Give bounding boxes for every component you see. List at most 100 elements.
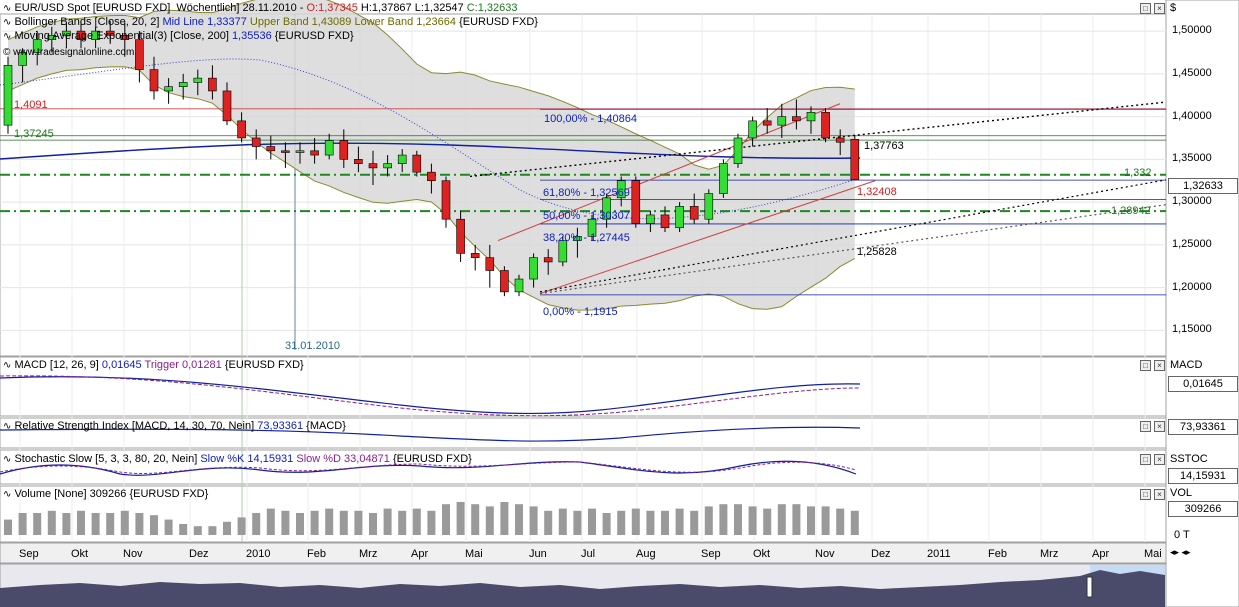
volume-bar bbox=[485, 506, 494, 535]
candle-body bbox=[266, 146, 276, 152]
pane-maximize-icon[interactable]: □ bbox=[1140, 360, 1151, 371]
candle-body bbox=[821, 112, 830, 139]
legend-stoch-d: Slow %D 33,04871 bbox=[293, 453, 390, 465]
candle-body bbox=[237, 120, 246, 139]
level-1332-label: 1,332 bbox=[1124, 167, 1152, 179]
candle-body bbox=[368, 163, 378, 169]
price-tick-label: 1,45000 bbox=[1172, 66, 1212, 79]
pane-close-icon[interactable]: × bbox=[1154, 421, 1165, 432]
volume-bar bbox=[558, 508, 567, 535]
candle-body bbox=[689, 206, 699, 220]
candle-body bbox=[91, 30, 100, 40]
volume-bar bbox=[339, 510, 348, 535]
volume-bar bbox=[748, 506, 757, 535]
volume-bar bbox=[354, 510, 363, 535]
volume-bar bbox=[208, 526, 217, 535]
legend-macd-name: MACD [12, 26, 9] bbox=[14, 359, 102, 371]
price-currency: $ bbox=[1170, 2, 1177, 14]
volume-bar bbox=[821, 506, 830, 535]
pane-close-icon[interactable]: × bbox=[1154, 360, 1165, 371]
pane-maximize-icon[interactable]: □ bbox=[1140, 3, 1151, 14]
fib-50-label: 50,00% - 1,30307 bbox=[543, 210, 630, 222]
time-tick-label: Aug bbox=[636, 548, 656, 560]
candle-body bbox=[850, 139, 860, 180]
volume-bar bbox=[150, 515, 158, 535]
volume-bar bbox=[456, 502, 465, 535]
rsi-line bbox=[0, 426, 861, 442]
navigator-handle[interactable] bbox=[1086, 576, 1093, 598]
candle-body bbox=[120, 35, 130, 40]
volume-bar bbox=[617, 510, 626, 535]
legend-open: O:1,37345 bbox=[306, 2, 358, 14]
time-scroll-icon[interactable]: ◂▸ ◂▸ bbox=[1170, 547, 1191, 557]
volume-bar bbox=[310, 510, 319, 535]
time-tick-label: Feb bbox=[307, 548, 326, 560]
level-125828-label: 1,25828 bbox=[857, 246, 897, 258]
volume-bar bbox=[193, 526, 202, 535]
volume-bar bbox=[120, 510, 129, 535]
legend-site: © www.tradesignalonline.com bbox=[3, 46, 134, 59]
pane-close-icon[interactable]: × bbox=[1154, 489, 1165, 500]
wave-icon: ∿ bbox=[3, 489, 12, 500]
legend-macd: ∿ MACD [12, 26, 9] 0,01645 Trigger 0,012… bbox=[3, 359, 304, 372]
candle-body bbox=[777, 116, 787, 126]
candle-body bbox=[397, 154, 407, 164]
volume-bar bbox=[412, 508, 421, 535]
legend-main-symbol: EUR/USD Spot [EURUSD FXD] Wöchentlich] 2… bbox=[14, 2, 307, 14]
candle-body bbox=[149, 69, 159, 92]
legend-vol-src: {EURUSD FXD} bbox=[126, 488, 209, 500]
volume-bar bbox=[252, 513, 261, 535]
pane-maximize-icon[interactable]: □ bbox=[1140, 489, 1151, 500]
price-tick-label: 1,25000 bbox=[1172, 237, 1212, 250]
volume-bar bbox=[383, 508, 392, 535]
candle-body bbox=[3, 65, 13, 126]
fib-382-label: 38,20% - 1,27445 bbox=[543, 232, 630, 244]
legend-bollinger: ∿ Bollinger Bands [Close, 20, 2] Mid Lin… bbox=[3, 16, 538, 29]
dotted-trend-upper bbox=[469, 101, 1167, 178]
candle-body bbox=[500, 270, 509, 293]
candle-body bbox=[324, 140, 334, 156]
volume-bar bbox=[164, 519, 173, 535]
candle-body bbox=[675, 206, 684, 229]
pane-maximize-icon[interactable]: □ bbox=[1140, 454, 1151, 465]
legend-bb-upper: Upper Band 1,43089 bbox=[249, 16, 355, 28]
time-tick-label: Mrz bbox=[1040, 548, 1059, 560]
wave-icon: ∿ bbox=[3, 3, 12, 14]
fib-0-label: 0,00% - 1,1915 bbox=[543, 306, 618, 318]
volume-bar bbox=[661, 510, 669, 535]
candle-body bbox=[441, 180, 451, 220]
candle-body bbox=[558, 240, 568, 263]
time-tick-label: Mrz bbox=[359, 548, 378, 560]
volume-bar bbox=[646, 510, 655, 535]
stoch-d-line bbox=[0, 461, 857, 475]
candle-body bbox=[646, 214, 655, 224]
pane-close-icon[interactable]: × bbox=[1154, 454, 1165, 465]
volume-bar bbox=[398, 510, 407, 535]
candle-body bbox=[587, 218, 597, 237]
volume-bar bbox=[850, 510, 859, 535]
candle-body bbox=[456, 218, 465, 254]
price-tick-label: 1,50000 bbox=[1172, 24, 1212, 37]
time-tick-label: Sep bbox=[19, 548, 39, 560]
volume-value-tag: 309266 bbox=[1168, 501, 1238, 517]
legend-bb-lower: Lower Band 1,23664 bbox=[354, 16, 460, 28]
pane-close-icon[interactable]: × bbox=[1154, 3, 1165, 14]
copyright-icon: © bbox=[3, 47, 11, 58]
last-price-tag: 1,32633 bbox=[1168, 178, 1238, 194]
legend-rsi: ∿ Relative Strength Index [MACD, 14, 30,… bbox=[3, 420, 346, 433]
legend-bb-mid: Mid Line 1,33377 bbox=[162, 16, 250, 28]
trend-channel-upper bbox=[497, 103, 841, 242]
bollinger-upper bbox=[7, 0, 855, 170]
legend-volume: ∿ Volume [None] 309266 {EURUSD FXD} bbox=[3, 488, 208, 501]
volume-bar bbox=[442, 504, 450, 535]
candle-body bbox=[47, 35, 57, 40]
volume-bar bbox=[281, 510, 290, 535]
volume-bar bbox=[369, 513, 377, 535]
pane-maximize-icon[interactable]: □ bbox=[1140, 421, 1151, 432]
time-tick-label: Jun bbox=[529, 548, 547, 560]
volume-bar bbox=[47, 510, 56, 535]
volume-bar bbox=[544, 510, 553, 535]
candle-body bbox=[383, 163, 392, 169]
legend-ema-name: Moving Average Exponential(3) [Close, 20… bbox=[14, 30, 232, 42]
